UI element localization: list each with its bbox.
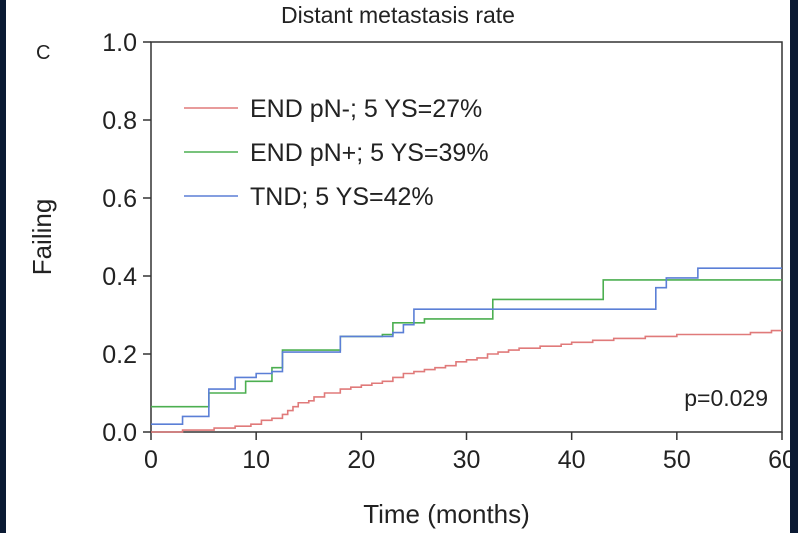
legend-label-2: END pN+; 5 YS=39%	[250, 139, 489, 167]
x-tick-label: 20	[347, 446, 375, 474]
x-axis-label: Time (months)	[363, 499, 530, 529]
legend-label-1: END pN-; 5 YS=27%	[250, 95, 482, 123]
y-tick-label: 1.0	[102, 29, 137, 57]
y-tick-label: 0.6	[102, 185, 137, 213]
x-tick-label: 60	[768, 446, 790, 474]
legend-label-3: TND; 5 YS=42%	[250, 183, 434, 211]
x-tick-label: 30	[453, 446, 481, 474]
y-tick-label: 0.0	[102, 419, 137, 447]
p-value-annotation: p=0.029	[684, 385, 768, 411]
panel-label: C	[36, 42, 51, 64]
chart-title: Distant metastasis rate	[281, 2, 515, 28]
y-axis-label: Failing	[27, 199, 57, 276]
km-chart: 0 10 20 30 40 50 60 0.0 0.2 0.4 0.6 0.8 1.0 Time (mon…	[27, 29, 790, 529]
x-tick-label: 10	[242, 446, 270, 474]
x-tick-label: 0	[144, 446, 158, 474]
y-tick-label: 0.8	[102, 107, 137, 135]
chart-frame: Distant metastasis rate C 0 10 20 30 40 50 60 0…	[6, 0, 790, 533]
y-tick-label: 0.2	[102, 341, 137, 369]
series-line-1	[151, 329, 782, 433]
series-line-3	[151, 267, 782, 425]
y-tick-label: 0.4	[102, 263, 137, 291]
x-tick-label: 50	[663, 446, 691, 474]
x-tick-label: 40	[558, 446, 586, 474]
